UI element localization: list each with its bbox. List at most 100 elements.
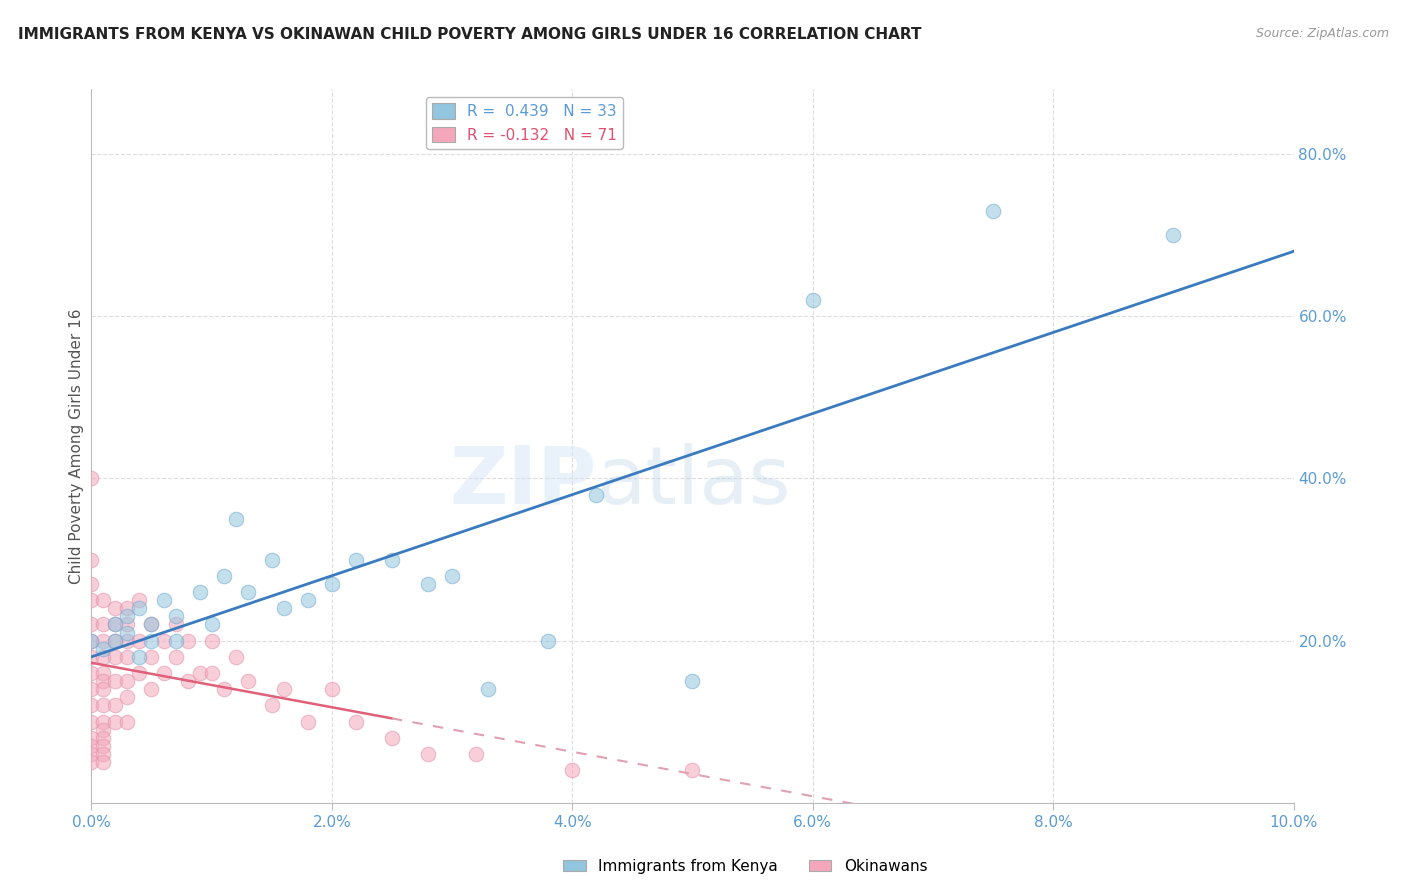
Point [80, 649, 103, 664]
Point [93, 747, 115, 761]
Text: IMMIGRANTS FROM KENYA VS OKINAWAN CHILD POVERTY AMONG GIRLS UNDER 16 CORRELATION: IMMIGRANTS FROM KENYA VS OKINAWAN CHILD … [18, 27, 922, 42]
Point [80, 633, 103, 648]
Point [681, 674, 703, 689]
Point [477, 682, 499, 697]
Point [93, 756, 115, 770]
Point [93, 723, 115, 737]
Point [465, 747, 488, 761]
Point [93, 682, 115, 697]
Point [80, 747, 103, 761]
Point [440, 568, 463, 582]
Point [225, 512, 247, 526]
Point [225, 649, 247, 664]
Point [128, 649, 150, 664]
Point [381, 552, 404, 566]
Point [176, 633, 198, 648]
Point [260, 698, 283, 713]
Point [260, 552, 283, 566]
Point [93, 649, 115, 664]
Point [561, 764, 583, 778]
Point [93, 674, 115, 689]
Point [141, 649, 163, 664]
Point [80, 756, 103, 770]
Point [93, 617, 115, 632]
Point [681, 764, 703, 778]
Point [128, 601, 150, 615]
Point [416, 577, 439, 591]
Point [141, 617, 163, 632]
Point [104, 674, 127, 689]
Point [201, 633, 224, 648]
Point [152, 593, 174, 607]
Point [104, 617, 127, 632]
Point [273, 601, 295, 615]
Point [80, 698, 103, 713]
Point [80, 739, 103, 753]
Point [165, 649, 187, 664]
Point [128, 666, 150, 681]
Point [201, 666, 224, 681]
Point [117, 625, 139, 640]
Point [117, 714, 139, 729]
Point [104, 698, 127, 713]
Point [1161, 228, 1184, 243]
Point [117, 601, 139, 615]
Point [93, 633, 115, 648]
Point [93, 739, 115, 753]
Text: Source: ZipAtlas.com: Source: ZipAtlas.com [1256, 27, 1389, 40]
Point [104, 714, 127, 729]
Point [176, 674, 198, 689]
Point [152, 633, 174, 648]
Legend: R =  0.439   N = 33, R = -0.132   N = 71: R = 0.439 N = 33, R = -0.132 N = 71 [426, 97, 623, 149]
Point [381, 731, 404, 745]
Point [104, 617, 127, 632]
Point [128, 593, 150, 607]
Point [80, 593, 103, 607]
Point [117, 649, 139, 664]
Point [104, 633, 127, 648]
Point [801, 293, 824, 307]
Point [128, 633, 150, 648]
Point [585, 488, 607, 502]
Point [104, 649, 127, 664]
Text: atlas: atlas [596, 442, 790, 521]
Point [80, 577, 103, 591]
Point [141, 617, 163, 632]
Point [165, 609, 187, 624]
Point [93, 666, 115, 681]
Point [80, 682, 103, 697]
Point [80, 617, 103, 632]
Point [141, 682, 163, 697]
Point [297, 593, 319, 607]
Point [297, 714, 319, 729]
Point [416, 747, 439, 761]
Point [344, 552, 367, 566]
Text: ZIP: ZIP [449, 442, 596, 521]
Point [80, 714, 103, 729]
Point [93, 641, 115, 656]
Point [236, 585, 259, 599]
Point [212, 682, 235, 697]
Point [236, 674, 259, 689]
Point [93, 698, 115, 713]
Point [273, 682, 295, 697]
Point [981, 203, 1004, 218]
Point [93, 714, 115, 729]
Point [117, 609, 139, 624]
Point [80, 633, 103, 648]
Point [80, 552, 103, 566]
Legend: Immigrants from Kenya, Okinawans: Immigrants from Kenya, Okinawans [557, 853, 934, 880]
Point [188, 666, 211, 681]
Point [93, 731, 115, 745]
Point [165, 617, 187, 632]
Y-axis label: Child Poverty Among Girls Under 16: Child Poverty Among Girls Under 16 [69, 309, 84, 583]
Point [104, 601, 127, 615]
Point [80, 731, 103, 745]
Point [117, 690, 139, 705]
Point [321, 682, 343, 697]
Point [93, 593, 115, 607]
Point [117, 633, 139, 648]
Point [141, 633, 163, 648]
Point [117, 674, 139, 689]
Point [537, 633, 560, 648]
